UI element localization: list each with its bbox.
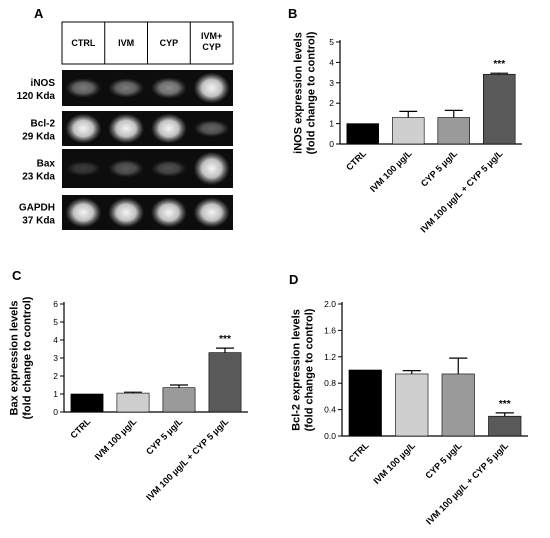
bar: [208, 352, 242, 413]
bar: [441, 373, 475, 437]
protein-name: Bax: [37, 159, 56, 170]
y-tick-label: 4: [53, 335, 58, 345]
y-tick-label: 4: [329, 57, 334, 67]
x-tick-label: IVM 100 µg/L + CYP 5 µg/L: [419, 148, 505, 234]
x-tick-label: CYP 5 µg/L: [423, 440, 464, 481]
y-tick-label: 3: [329, 78, 334, 88]
bar: [116, 392, 150, 413]
lane-label: CYP: [160, 38, 179, 48]
blot-band: [193, 72, 230, 104]
y-tick-label: 1: [53, 389, 58, 399]
chart-inos: iNOS expression levels(fold change to co…: [293, 31, 522, 234]
bar: [348, 369, 382, 437]
blot-band: [150, 113, 187, 144]
protein-size: 29 Kda: [22, 132, 55, 143]
y-tick-label: 6: [53, 299, 58, 309]
protein-name: Bcl-2: [31, 119, 56, 130]
significance-label: ***: [493, 59, 505, 70]
blot-band: [108, 78, 145, 98]
y-axis-label: iNOS expression levels(fold change to co…: [293, 31, 318, 154]
protein-name: iNOS: [31, 78, 56, 89]
blot-band: [193, 151, 230, 186]
y-tick-label: 0: [53, 407, 58, 417]
y-tick-label: 2: [53, 371, 58, 381]
protein-size: 23 Kda: [22, 172, 55, 183]
chart-bax: Bax expression levels(fold change to con…: [9, 296, 248, 502]
significance-label: ***: [219, 334, 231, 345]
x-tick-label: IVM 100 µg/L: [371, 440, 417, 486]
y-tick-label: 3: [53, 353, 58, 363]
blot-band: [65, 113, 102, 144]
x-tick-label: CTRL: [344, 148, 368, 172]
bar: [488, 415, 522, 437]
significance-label: ***: [499, 399, 511, 410]
x-tick-label: CYP 5 µg/L: [419, 148, 460, 189]
lane-label: IVM: [118, 38, 134, 48]
x-tick-label: CYP 5 µg/L: [144, 416, 185, 457]
blot-band: [150, 159, 187, 178]
protein-size: 120 Kda: [17, 91, 56, 102]
y-axis-label: Bcl-2 expression levels(fold change to c…: [291, 308, 316, 431]
bar: [437, 117, 470, 145]
panel-label-a: A: [34, 6, 44, 21]
y-tick-label: 5: [329, 37, 334, 47]
y-tick-label: 1: [329, 119, 334, 129]
lane-label: IVM+ CYP: [201, 31, 222, 52]
blot-band: [193, 119, 230, 138]
x-tick-label: IVM 100 µg/L: [368, 148, 414, 194]
protein-size: 37 Kda: [22, 216, 55, 227]
bar: [392, 117, 425, 145]
bar: [70, 393, 104, 413]
blot-band: [150, 77, 187, 99]
western-blot-panel: CTRL IVM CYP IVM+ CYP iNOS 120 Kda Bcl-2 29 Kda B…: [17, 21, 234, 230]
blot-band: [193, 197, 230, 228]
blot-band: [108, 197, 145, 228]
bar: [395, 373, 429, 437]
bar: [483, 73, 516, 145]
y-axis-label: Bax expression levels(fold change to con…: [9, 296, 34, 419]
y-tick-label: 1.2: [324, 352, 336, 362]
x-tick-label: CTRL: [347, 440, 371, 464]
y-tick-label: 5: [53, 317, 58, 327]
blot-band: [65, 160, 102, 177]
y-tick-label: 0: [329, 139, 334, 149]
panel-label-c: C: [12, 268, 22, 283]
protein-name: GAPDH: [19, 203, 55, 214]
y-tick-label: 0.0: [324, 431, 336, 441]
panel-label-d: D: [289, 272, 299, 287]
x-tick-label: CTRL: [68, 416, 92, 440]
bar: [346, 123, 379, 145]
lane-label: CTRL: [71, 38, 95, 48]
blot-band: [108, 159, 145, 178]
y-tick-label: 0.4: [324, 405, 336, 415]
chart-bcl2: Bcl-2 expression levels(fold change to c…: [291, 299, 528, 526]
y-tick-label: 2: [329, 98, 334, 108]
y-tick-label: 1.6: [324, 325, 336, 335]
x-tick-label: IVM 100 µg/L + CYP 5 µg/L: [144, 416, 230, 502]
blot-band: [150, 197, 187, 228]
blot-band: [108, 113, 145, 144]
y-tick-label: 0.8: [324, 378, 336, 388]
x-tick-label: IVM 100 µg/L: [93, 416, 139, 462]
bar: [162, 387, 196, 413]
panel-label-b: B: [288, 6, 298, 21]
blot-band: [65, 78, 102, 98]
blot-band: [65, 197, 102, 228]
y-tick-label: 2.0: [324, 299, 336, 309]
x-tick-label: IVM 100 µg/L + CYP 5 µg/L: [424, 440, 510, 526]
